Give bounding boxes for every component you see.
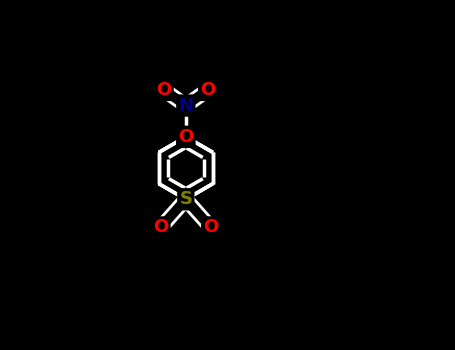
Text: O: O <box>157 81 172 99</box>
Text: S: S <box>179 190 192 208</box>
Text: O: O <box>178 128 193 146</box>
Text: O: O <box>200 81 215 99</box>
Text: N: N <box>178 97 193 114</box>
Text: O: O <box>203 218 218 237</box>
Text: O: O <box>153 218 168 237</box>
